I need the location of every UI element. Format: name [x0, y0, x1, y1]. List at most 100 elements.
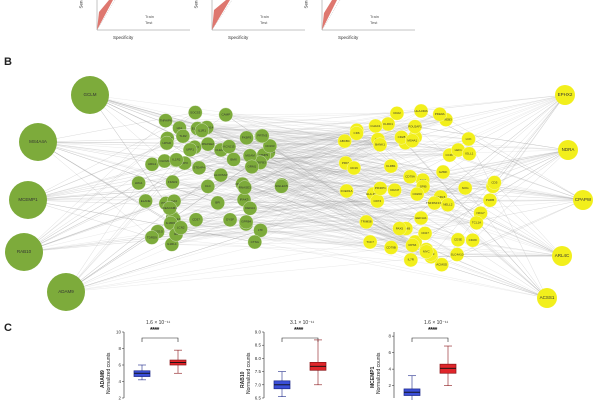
pvalue-label: 1.6 × 10⁻¹¹: [424, 320, 449, 326]
gene-node: CD27: [417, 226, 433, 241]
gene-node: MYC: [419, 244, 434, 259]
roc-legend: Train Test: [260, 14, 269, 26]
gene-node-circle: [458, 180, 473, 196]
legend-train: Train: [260, 14, 269, 19]
network-edge: [233, 149, 569, 160]
network-edge: [37, 141, 167, 144]
network-edge: [261, 136, 584, 201]
gene-node-label: PHRB: [486, 198, 494, 202]
gene-node-label: TRIM58: [361, 220, 372, 224]
network-edge: [23, 159, 177, 253]
network-edge: [439, 114, 584, 201]
network-edge: [243, 167, 354, 200]
network-edge: [399, 94, 566, 229]
gene-node-label: RPS6: [409, 243, 417, 247]
network-edge: [65, 167, 355, 293]
legend-test: Test: [370, 20, 378, 25]
gene-node: ACMSD: [434, 257, 449, 272]
gene-node-circle: [253, 223, 268, 238]
gene-node-circle: [213, 167, 228, 183]
network-edge: [494, 182, 563, 257]
network-edge: [370, 241, 548, 299]
gene-node-label: HLA-DQA1: [366, 192, 381, 196]
gene-node-label: IL1R1: [198, 128, 206, 132]
network-edge: [250, 196, 441, 209]
network-edge: [197, 110, 422, 129]
network-edge: [65, 163, 185, 293]
boxplot-svg: 9.0 8.5 8.0 7.5 7.0 6.5: [255, 330, 327, 400]
gene-node-label: HAL: [177, 126, 183, 130]
gene-node: HLA-DRA: [413, 103, 429, 119]
network-edge: [37, 141, 427, 252]
network-edge: [449, 154, 584, 201]
network-edge: [260, 230, 416, 243]
gene-node-circle: [239, 130, 254, 146]
network-edge: [281, 139, 379, 186]
gene-node: EEF1A1: [413, 210, 429, 226]
network-edge: [182, 136, 406, 143]
network-edge: [260, 188, 381, 231]
gene-node-label: TDRD9: [147, 235, 157, 239]
gene-node-label: BMX: [230, 157, 237, 161]
gene-node-label: CD28: [398, 135, 406, 139]
gene-node-circle: [482, 193, 498, 208]
network-edge: [196, 176, 411, 220]
network-edge: [172, 181, 416, 243]
network-edge: [89, 94, 207, 128]
gene-node: PDE9A: [432, 107, 447, 122]
network-edge: [281, 167, 354, 187]
network-edge: [198, 167, 413, 246]
network-edge: [207, 137, 402, 145]
gene-node: MS4A1: [405, 133, 420, 148]
gene-node: ABCB4: [337, 133, 352, 149]
network-edge: [65, 241, 371, 293]
network-edge: [169, 208, 426, 234]
gene-node-label: CTSG: [251, 240, 260, 244]
network-edge: [23, 230, 261, 253]
gene-node-label: CD79A: [405, 175, 415, 179]
gene-node-label: PFKFB3: [254, 160, 266, 164]
hub-node-label: EPHX2: [558, 92, 573, 97]
network-edge: [261, 136, 413, 246]
gene-node-label: TNFAIP6: [160, 118, 173, 122]
network-edge: [246, 149, 459, 223]
gene-node-circle: [372, 137, 388, 152]
gene-node-circle: [159, 135, 174, 151]
network-edge: [171, 241, 416, 245]
network-edge: [492, 94, 566, 187]
network-edge: [472, 149, 569, 241]
gene-node-circle: [138, 193, 153, 209]
gene-node-circle: [392, 221, 407, 236]
network-edge: [37, 141, 221, 176]
gene-node-circle: [169, 152, 184, 168]
network-edge: [201, 130, 426, 234]
y-tick-label: 8.5: [255, 343, 262, 348]
y-tick-label: 6: [388, 350, 391, 355]
hub-node: MS4A4A: [19, 123, 57, 161]
gene-node: SLC4A10: [449, 247, 465, 262]
network-edge: [263, 123, 389, 156]
network-edge: [242, 114, 440, 185]
network-edge: [65, 247, 392, 293]
gene-node-label: BANK1: [375, 143, 385, 147]
gene-node: SOCS3: [188, 105, 203, 120]
gene-node-circle: [218, 107, 233, 122]
gene-node-label: TCF7: [366, 240, 374, 244]
gene-node-circle: [200, 179, 215, 194]
network-edge: [468, 138, 548, 299]
gene-node-circle: [144, 230, 160, 245]
network-edge: [23, 130, 357, 253]
y-tick-label: 6.5: [255, 396, 262, 400]
gene-node-circle: [368, 118, 383, 134]
significance-bracket: [281, 337, 319, 342]
network-edge: [356, 130, 548, 299]
network-edge: [182, 125, 376, 137]
network-edge: [250, 155, 441, 198]
significance-bracket: [411, 337, 449, 342]
gene-node-circle: [194, 123, 210, 138]
hub-node-circle: [552, 246, 572, 266]
boxplot-svg: 10 8 6 4 2: [116, 330, 187, 400]
gene-node-circle: [255, 128, 270, 144]
hub-node: RAB10: [5, 233, 43, 271]
gene-node: CD163: [262, 138, 278, 154]
